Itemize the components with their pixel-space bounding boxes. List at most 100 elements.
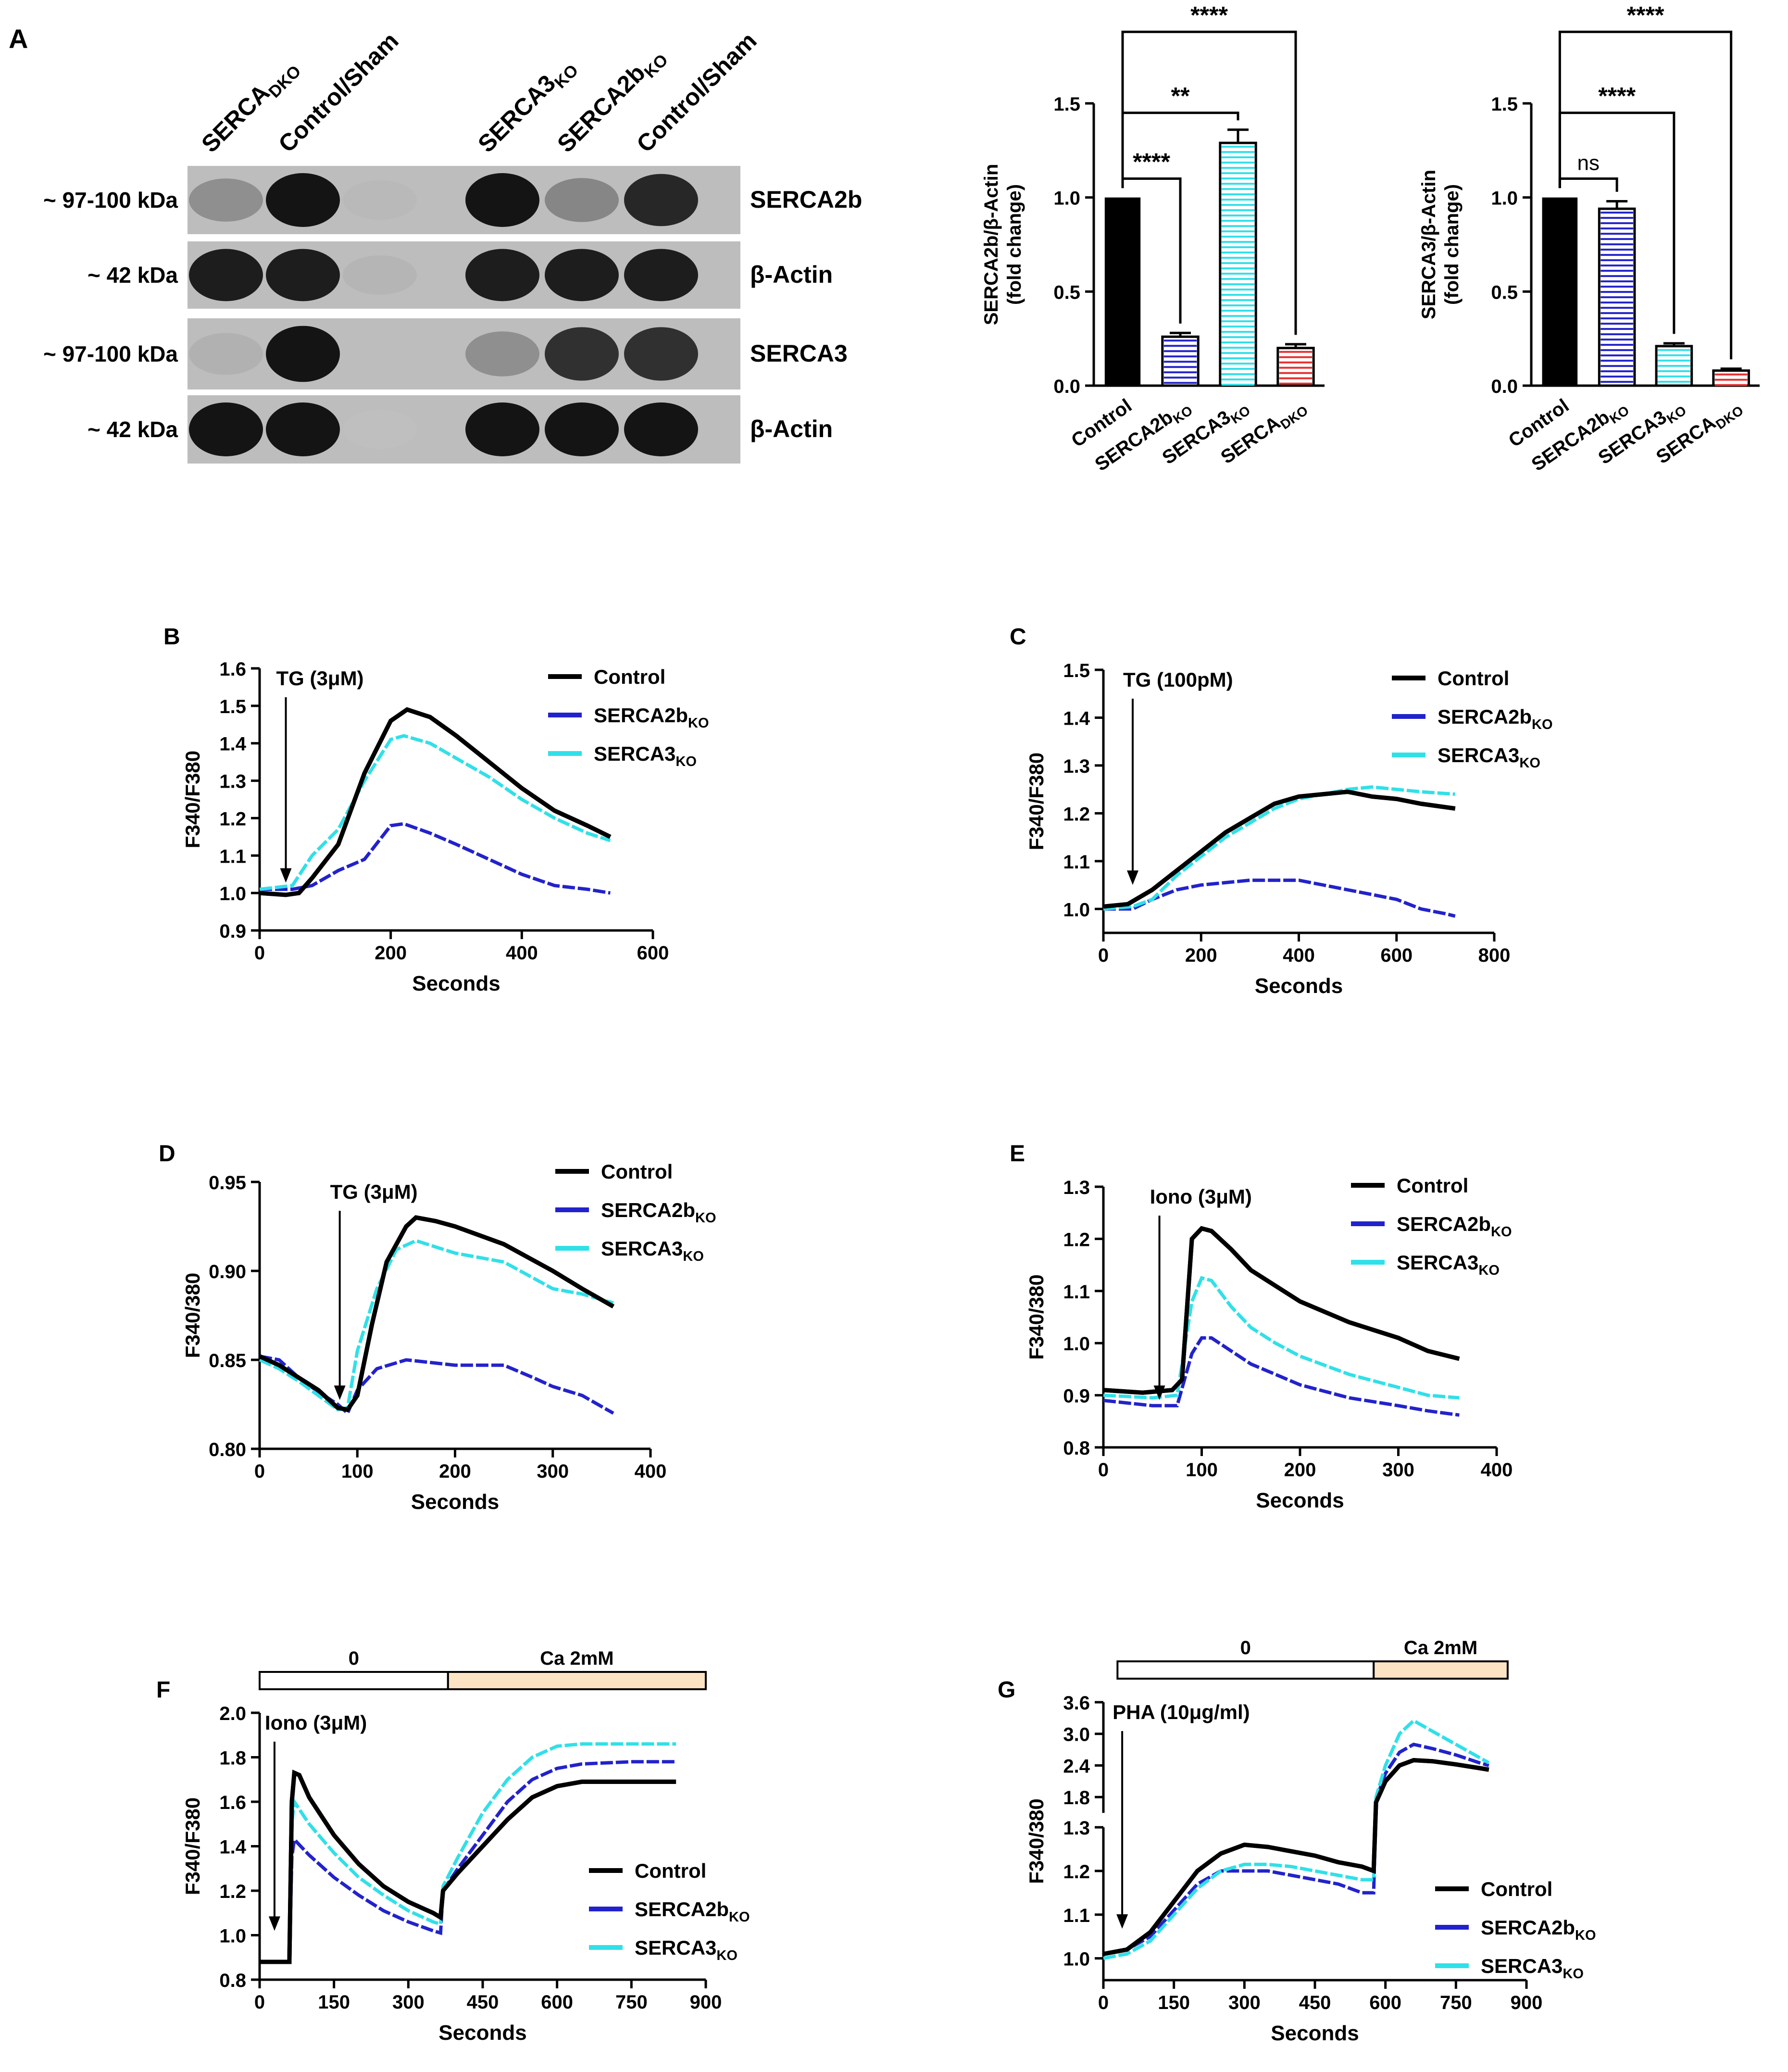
- series-line: [1103, 1336, 1460, 1417]
- blot-band: [343, 180, 417, 220]
- series-line-control-top: [259, 1215, 615, 1412]
- annotation-label: TG (100pM): [1123, 668, 1233, 691]
- annotation-label: TG (3μM): [330, 1180, 418, 1203]
- x-tick-label: 900: [1511, 1992, 1543, 2013]
- y-tick-label: 1.2: [1063, 1861, 1090, 1883]
- blot-protein-label: SERCA2b: [750, 186, 862, 213]
- x-tick-label: 300: [392, 1992, 425, 2013]
- blot-protein-label: SERCA3: [750, 340, 848, 367]
- y-axis-label-line: (fold change): [1441, 184, 1463, 305]
- y-tick-label: 1.2: [1063, 1229, 1090, 1250]
- bar-chart-A2: 0.00.51.01.5ControlSERCA2bKOSERCA3KOSERC…: [981, 1, 1325, 476]
- legend-label-sub: KO: [675, 754, 697, 769]
- y-tick-label: 1.6: [219, 659, 246, 680]
- legend-label-sub: KO: [1519, 755, 1540, 771]
- legend-label-main: Control: [1438, 667, 1509, 690]
- x-tick-label: 400: [1283, 945, 1315, 966]
- annotation-arrowhead: [1126, 870, 1138, 885]
- legend-label-main: SERCA3: [1438, 744, 1519, 766]
- y-tick-label: 0.80: [209, 1439, 246, 1460]
- blot-band: [266, 173, 340, 227]
- x-tick-label: 300: [1228, 1992, 1261, 2013]
- line-chart-B: 0.9 1.0 1.1 1.2 1.3 1.4 1.5 1.6 0 200 400 600 TG (3μ…: [181, 659, 709, 995]
- legend-label-sub: KO: [695, 1210, 716, 1226]
- series-line: [260, 822, 611, 895]
- y-tick-label: 1.0: [1053, 188, 1080, 209]
- blot-band: [266, 402, 340, 456]
- blot-mw-label: ~ 42 kDa: [88, 263, 178, 288]
- y-tick-label: 1.0: [1063, 1949, 1090, 1970]
- y-tick-label: 2.0: [219, 1703, 246, 1724]
- y-axis-label: F340/380: [181, 1273, 204, 1358]
- y-tick-label: 0.5: [1491, 282, 1518, 303]
- category-label-sub: DKO: [1277, 403, 1311, 432]
- lane-label-1: Control/Sham: [273, 27, 403, 157]
- y-tick-label: 1.1: [219, 846, 246, 867]
- legend-label-sub: KO: [1532, 717, 1553, 732]
- blot-band: [624, 402, 698, 456]
- y-axis-label-line: SERCA3/β-Actin: [1418, 170, 1439, 319]
- line-chart-E: 0.8 0.9 1.0 1.1 1.2 1.3 0 100 200 300 400 Iono (3μM…: [1025, 1174, 1513, 1512]
- legend-label: SERCA2bKO: [594, 704, 709, 731]
- y-axis-label: F340/F380: [181, 1797, 204, 1895]
- blot-band: [545, 178, 619, 222]
- legend-label-sub: KO: [688, 716, 709, 731]
- legend-label-main: SERCA2b: [594, 704, 688, 727]
- y-axis-label: F340/380: [1025, 1274, 1048, 1359]
- bar-chart-A3: 0.00.51.01.5ControlSERCA2bKOSERCA3KOSERC…: [1418, 1, 1760, 476]
- blot-band: [189, 249, 263, 301]
- x-tick-label: 750: [1440, 1992, 1472, 2013]
- legend-label: SERCA2bKO: [1481, 1916, 1596, 1943]
- y-tick-label: 1.8: [219, 1748, 246, 1769]
- y-tick-label: 0.95: [209, 1172, 246, 1193]
- y-tick-label: 1.0: [1063, 1333, 1090, 1355]
- x-tick-label: 150: [1158, 1992, 1190, 2013]
- x-tick-label: 400: [1481, 1459, 1513, 1481]
- blot-band: [545, 327, 619, 381]
- blot-band: [189, 402, 263, 456]
- blot-band: [266, 326, 340, 382]
- series-line: [1103, 879, 1456, 918]
- annotation-label: Iono (3μM): [265, 1711, 367, 1734]
- legend-label-sub: KO: [1563, 1966, 1584, 1982]
- y-tick-label: 1.5: [1053, 94, 1080, 115]
- x-tick-label: 600: [637, 942, 669, 964]
- series-line: [259, 734, 611, 891]
- series-line: [1103, 1742, 1489, 1956]
- y-tick-label: 1.0: [219, 883, 246, 904]
- y-tick-label: 1.5: [1063, 660, 1090, 681]
- legend-label-main: SERCA2b: [1481, 1916, 1575, 1939]
- blot-band: [266, 249, 340, 301]
- y-tick-label: 1.3: [1063, 756, 1090, 777]
- legend-label: SERCA3KO: [1481, 1955, 1584, 1982]
- panel-letter-c: C: [1010, 624, 1026, 650]
- panel-letter-f: F: [156, 1677, 170, 1703]
- y-axis-label: F340/F380: [1025, 753, 1048, 850]
- legend-label-main: SERCA2b: [1438, 705, 1532, 728]
- y-tick-label: 0.9: [1063, 1386, 1090, 1407]
- x-tick-label: 400: [635, 1461, 667, 1482]
- blot-band: [624, 327, 698, 381]
- x-tick-label: 100: [1186, 1459, 1218, 1481]
- blot-band: [624, 174, 698, 226]
- x-axis-label: Seconds: [438, 2021, 526, 2045]
- legend-label-sub: KO: [683, 1249, 704, 1264]
- blot-band: [545, 402, 619, 456]
- panel-letter-b: B: [163, 624, 180, 650]
- condition-bar-segment: [447, 1671, 707, 1690]
- y-tick-label: 1.6: [219, 1792, 246, 1813]
- y-tick-label: 1.1: [1063, 1905, 1090, 1926]
- x-tick-label: 300: [537, 1461, 569, 1482]
- y-axis-label: SERCA3/β-Actin (fold change): [1418, 170, 1463, 319]
- x-tick-label: 800: [1478, 945, 1511, 966]
- legend-label: SERCA2bKO: [1397, 1213, 1512, 1240]
- x-tick-label: 200: [375, 942, 407, 964]
- series-line: [1103, 1276, 1460, 1400]
- annotation-label: Iono (3μM): [1150, 1185, 1252, 1208]
- legend-label: SERCA3KO: [1438, 744, 1540, 771]
- y-tick-label: 1.1: [1063, 852, 1090, 873]
- x-tick-label: 450: [1299, 1992, 1331, 2013]
- lane-label-5: Control/Sham: [631, 27, 762, 157]
- legend-label-main: Control: [594, 666, 665, 688]
- bar: [1712, 369, 1750, 387]
